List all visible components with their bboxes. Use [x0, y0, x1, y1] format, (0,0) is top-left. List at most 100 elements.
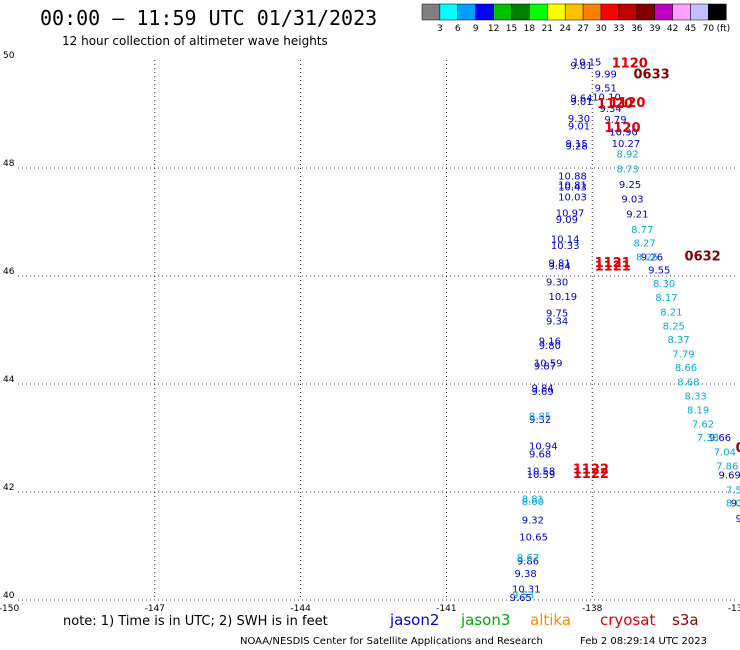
wave-height-value: 8.19 [687, 406, 709, 417]
wave-height-value: 9.01 [568, 122, 590, 133]
wave-height-value: 9.09 [556, 215, 578, 226]
wave-height-value: 9.32 [522, 515, 544, 526]
wave-height-value: 10.33 [551, 241, 580, 252]
pass-time-label: 1120 [597, 97, 633, 112]
legend-item: cryosat [600, 611, 655, 629]
colorbar-label: 21 [542, 24, 553, 34]
colorbar-swatch [475, 3, 494, 21]
axis-labels: -150 -147 -144 -141 -138 -135 50 48 46 44 42 40 [0, 51, 740, 614]
wave-height-value: 9.84 [548, 262, 570, 273]
wave-height-value: 9.15 [565, 139, 587, 150]
wave-height-value: 8.27 [634, 238, 656, 249]
wave-height-value: 9.34 [546, 317, 568, 328]
wave-height-value: 8.66 [675, 363, 697, 374]
wave-height-value: 10.94 [529, 441, 558, 452]
colorbar-swatch [457, 3, 476, 21]
wave-height-value: 9.30 [568, 114, 590, 125]
colorbar-label: 33 [613, 24, 624, 34]
colorbar-swatch [511, 3, 530, 21]
colorbar-swatch [600, 3, 620, 21]
wave-height-value: 9.25 [619, 180, 641, 191]
colorbar-swatch [547, 3, 566, 21]
wave-height-value: 10.59 [534, 359, 563, 370]
wave-height-value: 9.99 [595, 69, 617, 80]
wave-height-value: 10.58 [527, 467, 556, 478]
wave-height-value: 9.03 [621, 195, 643, 206]
colorbar-label: 45 [685, 24, 696, 34]
wave-height-value: 9.69 [719, 471, 740, 482]
wave-height-value: 10.90 [609, 128, 638, 139]
wave-height-value: 8.60 [522, 497, 544, 508]
wave-height-value: 9.64 [570, 94, 592, 105]
colorbar-swatch [493, 3, 512, 21]
x-tick-label: -144 [290, 604, 311, 614]
wave-height-value: 9.38 [514, 569, 536, 580]
footer-timestamp: Feb 2 08:29:14 UTC 2023 [580, 636, 707, 647]
colorbar-label: 12 [488, 24, 499, 34]
y-tick-label: 40 [3, 591, 15, 601]
wave-height-value: 10.81 [558, 181, 587, 192]
wave-height-value: 9.53 [512, 590, 534, 601]
wave-height-value: 7.79 [672, 350, 694, 361]
pass-time-label: 1120 [609, 96, 645, 111]
wave-height-value: 9.16 [539, 337, 561, 348]
colorbar-swatch [618, 3, 638, 21]
pass-time-label: 0632 [685, 249, 721, 264]
wave-height-value: 9.28 [565, 142, 587, 153]
wave-height-value: 10.43 [558, 183, 587, 194]
colorbar-swatch [708, 3, 727, 21]
pass-time-label: 0 [736, 441, 740, 456]
wave-height-value: 10.27 [612, 139, 641, 150]
y-tick-label: 42 [3, 483, 14, 493]
wave-height-value: 9.5 [731, 499, 740, 510]
wave-height-value: 7.50 [726, 486, 740, 497]
pass-time-label: 1121 [595, 260, 631, 275]
wave-height-value: 8.17 [655, 293, 677, 304]
wave-height-value: 9.4 [736, 514, 740, 525]
colorbar-swatch [564, 3, 584, 21]
colorbar: 3 6 9 12 15 18 21 24 27 30 33 36 39 42 45 70 (ft) [421, 3, 731, 34]
wave-height-value: 9.66 [709, 433, 731, 444]
wave-height-value: 8.21 [660, 307, 682, 318]
wave-height-value: 8.85 [529, 412, 551, 423]
satellite-legend: jason2 jason3 altika cryosat s3a [389, 611, 699, 629]
wave-height-value: 9.32 [529, 415, 551, 426]
colorbar-label: 18 [524, 24, 536, 34]
wave-height-value: 9.81 [570, 61, 592, 72]
wave-height-value: 8.77 [631, 225, 653, 236]
colorbar-label: (ft) [717, 24, 731, 34]
colorbar-label: 9 [473, 24, 479, 34]
wave-height-value: 9.69 [531, 387, 553, 398]
colorbar-label: 70 [703, 24, 715, 34]
wave-height-value: 9.81 [548, 258, 570, 269]
wave-height-value: 10.31 [512, 584, 541, 595]
wave-height-value: 9.86 [517, 556, 539, 567]
wave-height-value: 8.67 [517, 553, 539, 564]
legend-item: s3a [672, 611, 699, 629]
wave-height-value: 9.01 [570, 97, 592, 108]
x-tick-label: -135 [728, 604, 740, 614]
wave-height-value: 10.65 [519, 533, 548, 544]
colorbar-swatch [636, 3, 655, 21]
grid [18, 60, 738, 601]
colorbar-swatch [529, 3, 548, 21]
y-tick-label: 44 [3, 375, 15, 385]
colorbar-label: 36 [631, 24, 643, 34]
wave-height-value: 8.68 [677, 378, 699, 389]
chart-title: 00:00 – 11:59 UTC 01/31/2023 [40, 6, 377, 30]
footer-note: note: 1) Time is in UTC; 2) SWH is in fe… [63, 614, 328, 629]
wave-height-value: 7.86 [716, 461, 738, 472]
colorbar-label: 42 [667, 24, 678, 34]
colorbar-swatch [582, 3, 602, 21]
wave-height-value: 10.10 [592, 93, 621, 104]
wave-height-value: 8.30 [653, 279, 675, 290]
colorbar-label: 15 [506, 24, 517, 34]
colorbar-label: 30 [595, 24, 607, 34]
wave-height-value: 9.80 [539, 341, 561, 352]
wave-height-value: 9.65 [510, 593, 532, 604]
wave-height-value: 8.03 [726, 499, 740, 510]
x-tick-label: -141 [436, 604, 456, 614]
colorbar-swatch [654, 3, 673, 21]
wave-height-value: 7.38 [697, 433, 719, 444]
